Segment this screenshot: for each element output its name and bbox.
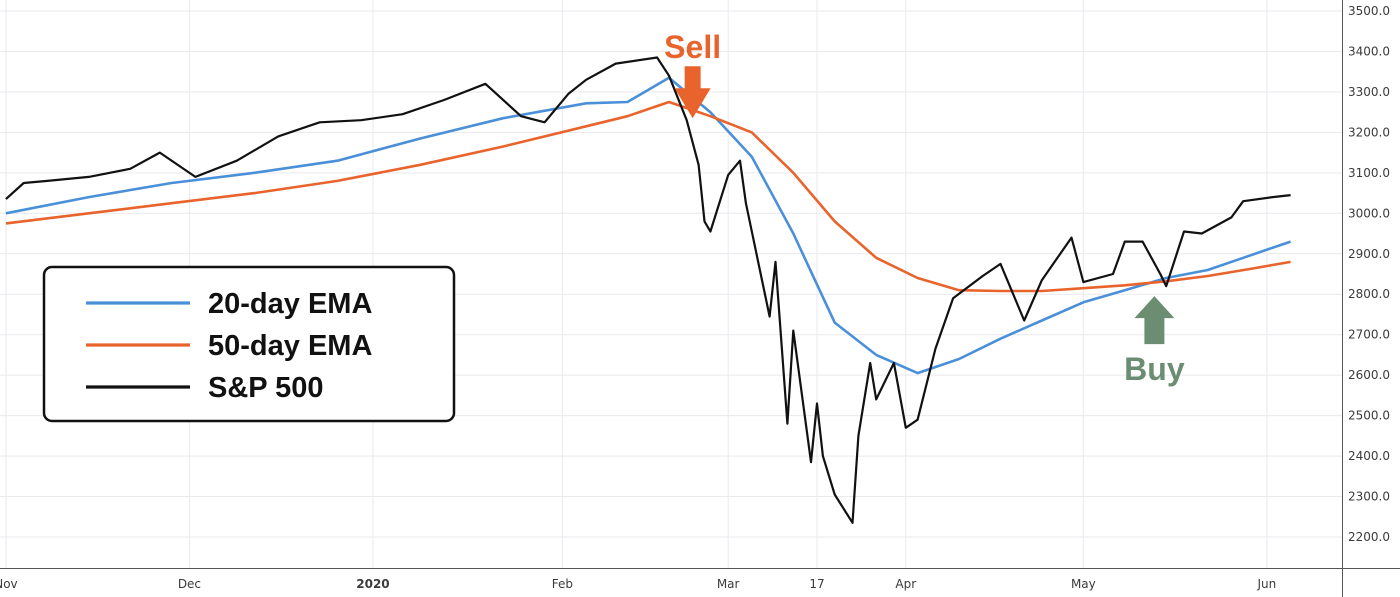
- legend-label: 50-day EMA: [208, 330, 372, 362]
- annotation-sell: Sell: [664, 29, 721, 119]
- y-tick-label: 2200.0: [1348, 530, 1390, 544]
- y-tick-label: 3300.0: [1348, 85, 1390, 99]
- y-tick-label: 2900.0: [1348, 247, 1390, 261]
- buy-arrow-icon: [1134, 296, 1175, 345]
- x-tick-label: 17: [809, 577, 824, 591]
- y-tick-label: 3200.0: [1348, 125, 1390, 139]
- x-tick-label: Dec: [178, 577, 201, 591]
- x-tick-label: 2020: [356, 577, 389, 591]
- y-tick-label: 2400.0: [1348, 449, 1390, 463]
- x-tick-label: May: [1071, 577, 1096, 591]
- legend-box: [42, 265, 456, 423]
- series-line-1: [5, 100, 1291, 293]
- y-tick-label: 2600.0: [1348, 368, 1390, 382]
- annotations: Sell Buy: [664, 29, 1185, 387]
- sell-arrow-icon: [674, 66, 711, 119]
- x-tick-label: Apr: [895, 577, 916, 591]
- y-tick-label: 3500.0: [1348, 4, 1390, 18]
- x-tick-label: Jun: [1257, 577, 1277, 591]
- y-tick-label: 3100.0: [1348, 166, 1390, 180]
- y-tick-label: 3400.0: [1348, 44, 1390, 58]
- legend: 20-day EMA 50-day EMA S&P 500: [42, 265, 456, 423]
- x-tick-label: Feb: [552, 577, 573, 591]
- grid: [0, 0, 1342, 568]
- y-tick-label: 2500.0: [1348, 409, 1390, 423]
- y-tick-label: 2300.0: [1348, 490, 1390, 504]
- annotation-label: Buy: [1124, 351, 1185, 387]
- legend-label: 20-day EMA: [208, 288, 372, 320]
- y-tick-label: 2800.0: [1348, 287, 1390, 301]
- y-tick-label: 3000.0: [1348, 206, 1390, 220]
- x-tick-label: Nov: [0, 577, 18, 591]
- legend-label: S&P 500: [208, 372, 324, 404]
- series-line-0: [5, 76, 1292, 375]
- y-tick-label: 2700.0: [1348, 328, 1390, 342]
- series-lines: [5, 56, 1292, 524]
- annotation-label: Sell: [664, 29, 721, 65]
- series-line-2: [5, 56, 1291, 524]
- annotation-buy: Buy: [1124, 296, 1185, 387]
- x-tick-label: Mar: [717, 577, 740, 591]
